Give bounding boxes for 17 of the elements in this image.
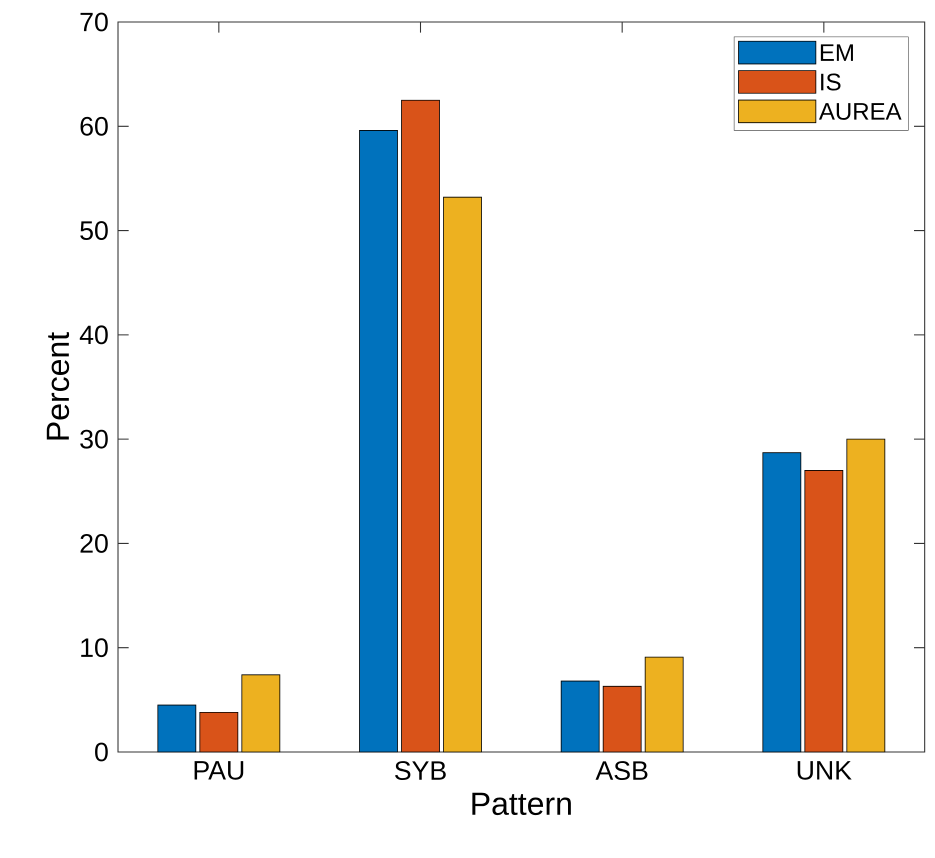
x-tick-label: ASB: [596, 761, 648, 780]
y-axis-title: Percent: [46, 332, 70, 440]
y-tick-label: 0: [95, 742, 108, 762]
y-tick-label: 50: [80, 221, 108, 240]
legend-label: AUREA: [818, 103, 902, 120]
y-tick-label: 40: [80, 325, 108, 344]
x-tick-label: SYB: [395, 761, 446, 780]
y-tick-label: 30: [80, 430, 108, 449]
x-axis-title: Pattern: [472, 792, 571, 816]
legend-label: EM: [820, 44, 853, 61]
y-tick-label: 10: [81, 638, 108, 658]
y-tick-label: 20: [80, 534, 108, 553]
x-tick-label: UNK: [798, 761, 852, 780]
y-tick-label: 70: [80, 12, 108, 32]
x-tick-label: PAU: [194, 761, 244, 780]
legend-label: IS: [821, 74, 840, 91]
y-tick-label: 60: [80, 116, 108, 136]
